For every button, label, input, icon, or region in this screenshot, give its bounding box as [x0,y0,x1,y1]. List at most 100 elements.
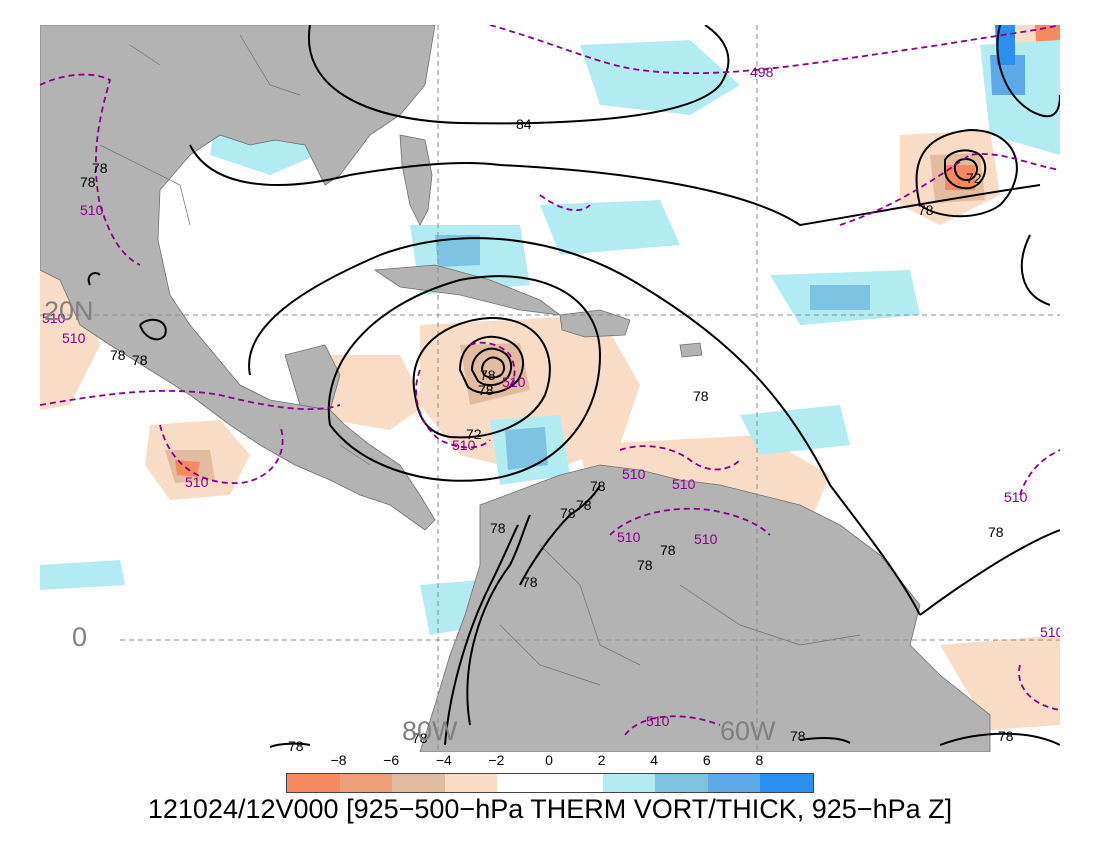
height-label: 78 [132,352,148,368]
colorbar-swatch [655,774,708,792]
height-contour [480,356,505,379]
map-panel: 84 78 78 78 78 78 72 72 78 78 78 78 78 7… [40,25,1060,752]
height-contour-labels: 84 78 78 78 78 78 72 72 78 78 78 78 78 7… [80,116,1014,752]
thickness-label: 510 [622,466,646,482]
latitude-label-0: 0 [72,622,88,652]
height-contour [519,484,601,586]
vorticity-negative-area [580,40,740,115]
height-contour [269,742,311,748]
height-label: 72 [966,170,982,186]
colorbar-swatch [339,774,393,792]
height-label: 78 [522,574,538,590]
height-contour [466,514,531,726]
height-label: 78 [637,557,653,573]
thickness-label: 510 [42,310,66,326]
map-svg: 84 78 78 78 78 78 72 72 78 78 78 78 78 7… [40,25,1060,752]
thickness-label: 510 [452,437,476,453]
yucatan-land [284,344,341,411]
colorbar-tick: 0 [545,752,553,768]
thickness-contour [40,73,141,266]
thickness-label: 510 [185,474,209,490]
height-label: 78 [92,160,108,176]
height-contour [444,524,519,746]
thickness-contour [839,153,1060,226]
thickness-contour [1018,664,1060,711]
vorticity-negative-area [540,200,680,255]
height-contour [87,272,101,286]
height-contour [996,25,1060,118]
height-label: 78 [998,728,1014,744]
height-label: 78 [660,542,676,558]
thickness-label: 510 [646,713,670,729]
colorbar-tick: 2 [597,752,606,768]
colorbar-swatch [497,774,550,792]
colorbar-swatch [760,774,813,792]
height-label: 78 [478,382,494,398]
thickness-label: 510 [1040,624,1060,640]
country-borders [99,34,861,686]
height-label: 78 [412,730,428,746]
height-label: 78 [110,347,126,363]
height-contour [458,335,524,395]
south-america-land [419,464,991,752]
colorbar [286,773,814,793]
island-caribbean [679,342,703,358]
vorticity-negative-area [995,25,1015,65]
height-contour [1020,234,1051,306]
height-contour [799,737,851,744]
thickness-contour [159,424,284,484]
colorbar-swatch [392,774,445,792]
lat-lon-grid [40,25,1060,752]
height-contour [944,149,987,190]
height-contour [915,128,1018,218]
thickness-label: 510 [617,529,641,545]
thickness-contour [624,715,721,736]
thickness-contour [415,369,491,449]
height-contour [327,275,602,482]
latitude-label-20n: 20N [44,296,94,326]
height-label: 78 [988,524,1004,540]
hispaniola-land [559,309,631,338]
thickness-label: 510 [502,374,526,390]
thickness-contour [539,194,591,212]
height-contour [412,316,551,439]
figure-caption: 121024/12V000 [925−500−hPa THERM VORT/TH… [147,794,953,824]
height-label: 78 [918,202,934,218]
vorticity-negative-area [505,427,548,470]
thickness-label: 510 [80,202,104,218]
colorbar-tick: 4 [650,752,659,768]
thickness-label: 498 [750,64,774,80]
colorbar-swatch [444,774,498,792]
vorticity-positive-area [460,343,530,405]
colorbar-tick: 6 [702,752,711,768]
longitude-label-80w: 80W [402,716,458,746]
vorticity-negative-area [740,405,850,455]
height-label: 78 [590,478,606,494]
thickness-contours [40,25,1060,736]
colorbar-swatch [602,774,656,792]
height-label: 78 [576,497,592,513]
height-label: 78 [288,738,304,752]
colorbar-tick: −8 [330,752,347,768]
thickness-contour [489,25,1060,75]
vorticity-negative-area [810,285,870,310]
height-label: 78 [693,388,709,404]
colorbar-swatch [549,774,603,792]
thickness-label: 510 [1004,489,1028,505]
vorticity-negative-area [40,560,125,590]
thickness-contour [40,389,341,410]
height-label: 78 [80,174,96,190]
thickness-contour-labels: 498 510 510 510 510 510 510 510 510 510 … [42,64,1060,729]
vorticity-positive-area [320,355,425,430]
colorbar-tick: −4 [435,752,452,768]
height-label: 78 [480,367,496,383]
thickness-contour [469,341,516,391]
height-label: 72 [466,426,482,442]
thickness-label: 510 [694,531,718,547]
colorbar-tick: −2 [488,752,505,768]
florida-land [399,134,433,226]
height-contour [919,529,1060,616]
height-label: 78 [490,520,506,536]
colorbar-swatch [287,774,340,792]
height-label: 78 [790,728,806,744]
